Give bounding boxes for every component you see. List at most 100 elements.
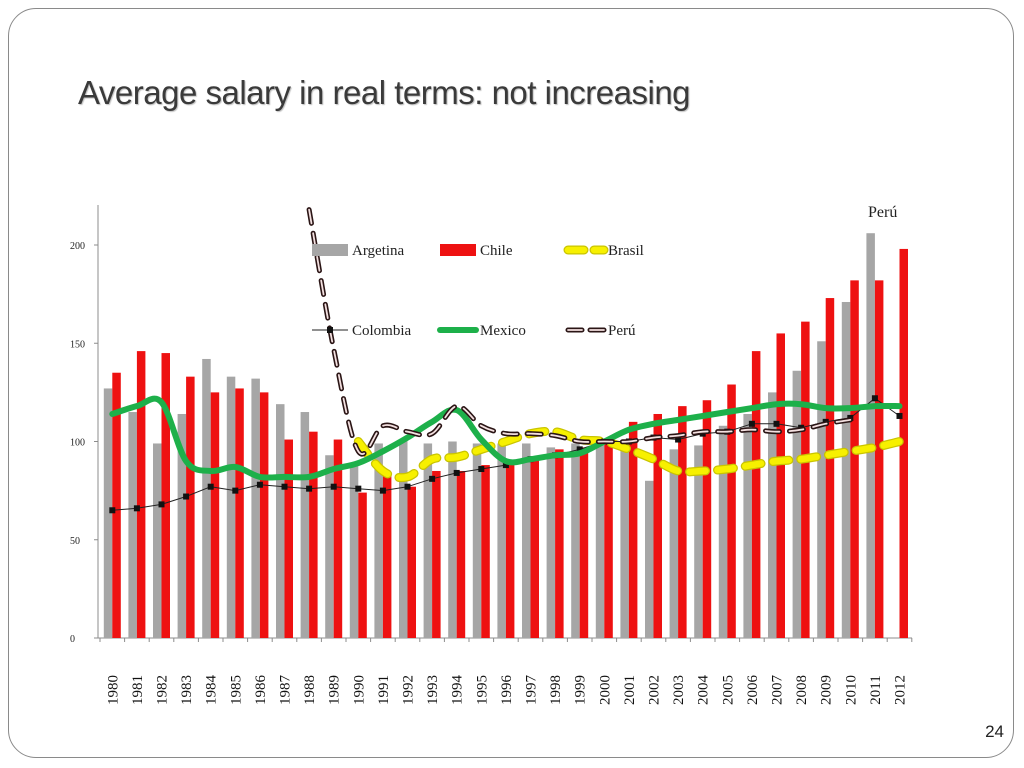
bar-chile bbox=[259, 392, 269, 638]
bar-chile bbox=[505, 461, 515, 638]
bar-argetina bbox=[768, 392, 777, 638]
point-colombia bbox=[109, 507, 116, 514]
series-line-per bbox=[308, 208, 852, 455]
x-tick-label: 1985 bbox=[228, 675, 244, 705]
legend-label-argetina: Argetina bbox=[352, 243, 405, 259]
x-tick-label: 2007 bbox=[770, 675, 786, 706]
x-tick-label: 2000 bbox=[597, 675, 613, 705]
x-tick-label: 1991 bbox=[376, 675, 392, 705]
point-colombia bbox=[330, 483, 337, 490]
point-colombia bbox=[306, 485, 313, 492]
bar-argetina bbox=[103, 388, 113, 638]
point-colombia bbox=[183, 493, 190, 500]
x-tick-labels: 1980 1981 1982 1983 1984 1985 1986 1987 1988 1989… bbox=[105, 675, 908, 706]
bar-chile bbox=[161, 353, 170, 638]
legend-marker-colombia bbox=[327, 327, 333, 333]
bar-chile bbox=[825, 298, 835, 638]
bar-chile bbox=[112, 372, 121, 638]
x-tick-label: 1990 bbox=[351, 675, 367, 705]
bar-chile bbox=[555, 449, 564, 638]
x-tick-label: 1984 bbox=[204, 675, 220, 706]
bar-chile bbox=[284, 439, 293, 638]
legend-swatch-argetina bbox=[312, 244, 348, 256]
x-tick-label: 2001 bbox=[622, 675, 638, 705]
bar-argetina bbox=[571, 443, 580, 638]
x-tick-label: 1998 bbox=[548, 675, 564, 705]
legend-item-mexico: Mexico bbox=[437, 323, 526, 339]
slide-title: Average salary in real terms: not increa… bbox=[78, 74, 691, 111]
bar-chile bbox=[727, 384, 736, 638]
bar-argetina bbox=[841, 301, 851, 638]
bar-chile bbox=[751, 351, 761, 638]
x-tick-label: 1986 bbox=[253, 675, 269, 706]
point-colombia bbox=[773, 420, 780, 427]
point-colombia bbox=[748, 420, 755, 427]
chart-bars bbox=[103, 233, 908, 638]
bar-argetina bbox=[817, 341, 826, 638]
point-colombia bbox=[232, 487, 239, 494]
point-colombia bbox=[379, 487, 386, 494]
slide-number: 24 bbox=[985, 722, 1004, 741]
bar-chile bbox=[801, 321, 810, 638]
legend-label-brasil: Brasil bbox=[608, 243, 644, 259]
bar-chile bbox=[604, 441, 613, 638]
legend-label-mexico: Mexico bbox=[480, 323, 526, 339]
legend-item-argetina: Argetina bbox=[312, 243, 405, 259]
bar-argetina bbox=[325, 455, 334, 638]
bar-argetina bbox=[399, 439, 408, 638]
point-colombia bbox=[158, 501, 165, 508]
bar-argetina bbox=[128, 412, 137, 638]
x-tick-label: 1999 bbox=[573, 675, 589, 705]
x-tick-label: 2004 bbox=[696, 675, 712, 706]
bar-chile bbox=[702, 400, 712, 638]
bar-chile bbox=[899, 248, 908, 638]
y-tick-label: 200 bbox=[70, 241, 85, 252]
series-line-mexico bbox=[109, 395, 903, 481]
legend-label-colombia: Colombia bbox=[352, 323, 412, 339]
point-colombia bbox=[404, 483, 411, 490]
bar-argetina bbox=[694, 445, 703, 638]
bar-argetina bbox=[276, 404, 285, 638]
bar-argetina bbox=[374, 443, 383, 638]
x-tick-label: 2005 bbox=[720, 675, 736, 705]
bar-chile bbox=[235, 388, 244, 638]
x-tick-label: 1980 bbox=[105, 675, 121, 705]
bar-argetina bbox=[300, 412, 310, 638]
x-tick-label: 2009 bbox=[819, 675, 835, 705]
point-colombia bbox=[133, 505, 140, 512]
series-line-brasil bbox=[355, 428, 903, 481]
y-tick-label: 150 bbox=[70, 339, 85, 350]
bar-chile bbox=[628, 421, 638, 638]
x-tick-label: 2010 bbox=[843, 675, 859, 705]
point-colombia bbox=[429, 475, 436, 482]
bar-chile bbox=[407, 486, 416, 638]
x-tick-label: 2003 bbox=[671, 675, 687, 705]
bar-chile bbox=[432, 470, 441, 638]
x-tick-label: 2011 bbox=[868, 675, 884, 704]
x-tick-label: 1995 bbox=[474, 675, 490, 705]
legend-label-per: Perú bbox=[608, 323, 636, 339]
bar-chile bbox=[456, 470, 466, 638]
bar-chile bbox=[382, 472, 392, 638]
bar-argetina bbox=[792, 370, 802, 638]
point-colombia bbox=[207, 483, 214, 490]
x-tick-label: 1988 bbox=[302, 675, 318, 705]
point-colombia bbox=[502, 462, 509, 469]
bar-chile bbox=[850, 280, 859, 638]
bar-argetina bbox=[866, 233, 875, 638]
x-tick-label: 1992 bbox=[401, 675, 417, 705]
bar-argetina bbox=[448, 441, 457, 638]
bar-argetina bbox=[226, 376, 236, 638]
bar-argetina bbox=[349, 465, 359, 638]
x-tick-label: 1994 bbox=[450, 675, 466, 706]
y-tick-label: 0 bbox=[70, 634, 75, 645]
y-tick-label: 50 bbox=[70, 536, 80, 547]
bar-chile bbox=[358, 492, 367, 638]
bar-argetina bbox=[177, 413, 187, 638]
bar-chile bbox=[309, 431, 318, 638]
point-colombia bbox=[576, 446, 583, 453]
legend-label-chile: Chile bbox=[480, 243, 513, 259]
bar-argetina bbox=[251, 378, 260, 638]
bar-chile bbox=[186, 376, 195, 638]
